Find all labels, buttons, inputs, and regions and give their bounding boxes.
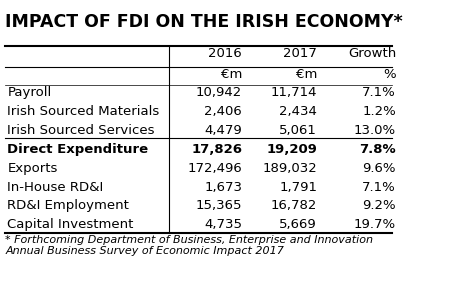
- Text: 4,479: 4,479: [204, 124, 242, 137]
- Text: * Forthcoming Department of Business, Enterprise and Innovation
Annual Business : * Forthcoming Department of Business, En…: [5, 235, 373, 256]
- Text: Growth: Growth: [348, 47, 396, 60]
- Text: 13.0%: 13.0%: [354, 124, 396, 137]
- Text: 17,826: 17,826: [191, 143, 242, 156]
- Text: 5,061: 5,061: [279, 124, 317, 137]
- Text: IMPACT OF FDI ON THE IRISH ECONOMY*: IMPACT OF FDI ON THE IRISH ECONOMY*: [5, 13, 403, 31]
- Text: 15,365: 15,365: [196, 200, 242, 212]
- Text: Exports: Exports: [7, 162, 58, 175]
- Text: €m: €m: [221, 68, 242, 81]
- Text: 9.6%: 9.6%: [363, 162, 396, 175]
- Text: 2,406: 2,406: [204, 105, 242, 118]
- Text: 19,209: 19,209: [266, 143, 317, 156]
- Text: 5,669: 5,669: [279, 218, 317, 231]
- Text: In-House RD&I: In-House RD&I: [7, 181, 104, 194]
- Text: 11,714: 11,714: [271, 86, 317, 99]
- Text: %: %: [383, 68, 396, 81]
- Text: Payroll: Payroll: [7, 86, 52, 99]
- Text: €m: €m: [296, 68, 317, 81]
- Text: 7.8%: 7.8%: [360, 143, 396, 156]
- Text: 9.2%: 9.2%: [363, 200, 396, 212]
- Text: 172,496: 172,496: [188, 162, 242, 175]
- Text: 19.7%: 19.7%: [354, 218, 396, 231]
- Text: 1.2%: 1.2%: [362, 105, 396, 118]
- Text: Irish Sourced Services: Irish Sourced Services: [7, 124, 155, 137]
- Text: 10,942: 10,942: [196, 86, 242, 99]
- Text: 7.1%: 7.1%: [362, 181, 396, 194]
- Text: Capital Investment: Capital Investment: [7, 218, 134, 231]
- Text: Direct Expenditure: Direct Expenditure: [7, 143, 148, 156]
- Text: 2017: 2017: [284, 47, 317, 60]
- Text: Irish Sourced Materials: Irish Sourced Materials: [7, 105, 160, 118]
- Text: RD&I Employment: RD&I Employment: [7, 200, 129, 212]
- Text: 4,735: 4,735: [204, 218, 242, 231]
- Text: 16,782: 16,782: [271, 200, 317, 212]
- Text: 2016: 2016: [208, 47, 242, 60]
- Text: 2,434: 2,434: [279, 105, 317, 118]
- Text: 1,673: 1,673: [204, 181, 242, 194]
- Text: 189,032: 189,032: [262, 162, 317, 175]
- Text: 7.1%: 7.1%: [362, 86, 396, 99]
- Text: 1,791: 1,791: [279, 181, 317, 194]
